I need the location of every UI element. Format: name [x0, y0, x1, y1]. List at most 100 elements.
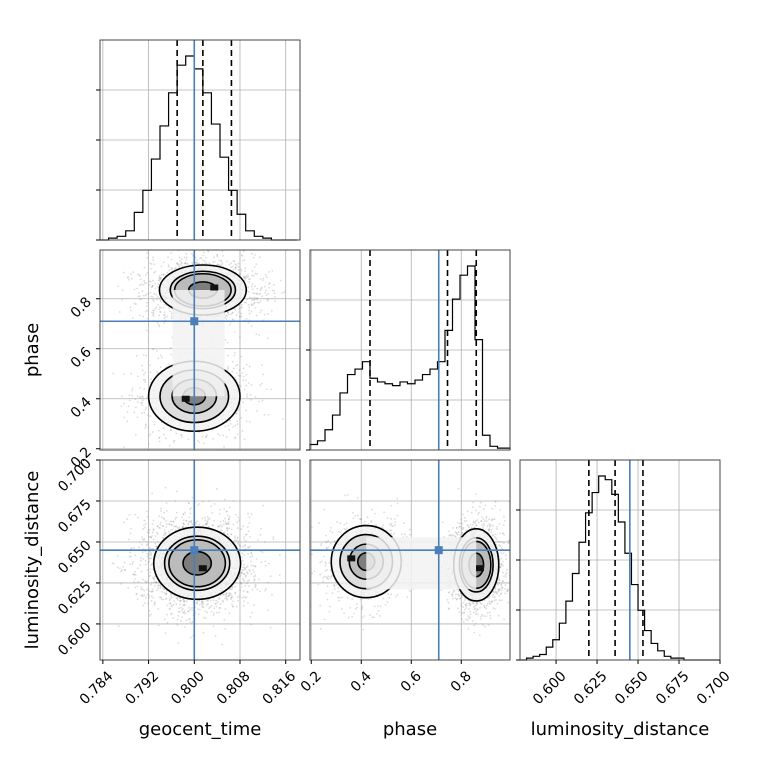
joint-phase-vs-geocent-time-sample-point [248, 365, 251, 368]
joint-phase-vs-geocent-time-sample-point [141, 364, 143, 367]
joint-luminosity-distance-vs-geocent-time-sample-point [160, 596, 162, 599]
joint-phase-vs-geocent-time-sample-point [143, 281, 146, 284]
joint-luminosity-distance-vs-geocent-time-sample-point [137, 516, 139, 519]
joint-luminosity-distance-vs-geocent-time-sample-point [221, 643, 224, 646]
joint-phase-vs-geocent-time-sample-point [244, 275, 247, 278]
joint-luminosity-distance-vs-geocent-time-sample-point [256, 539, 259, 541]
joint-luminosity-distance-vs-geocent-time-sample-point [150, 599, 153, 602]
joint-luminosity-distance-vs-geocent-time-sample-point [140, 594, 143, 597]
joint-phase-vs-geocent-time-sample-point [139, 298, 142, 301]
joint-phase-vs-geocent-time-sample-point [250, 398, 253, 401]
joint-luminosity-distance-vs-geocent-time-sample-point [155, 582, 158, 584]
joint-phase-vs-geocent-time-sample-point [254, 307, 257, 309]
joint-phase-vs-geocent-time-sample-point [130, 309, 132, 312]
joint-phase-vs-geocent-time-sample-point [138, 395, 141, 398]
joint-luminosity-distance-vs-geocent-time-sample-point [182, 513, 185, 516]
joint-luminosity-distance-vs-geocent-time-sample-point [159, 585, 162, 588]
joint-luminosity-distance-vs-geocent-time-sample-point [152, 577, 155, 580]
joint-luminosity-distance-vs-geocent-time-sample-point [219, 603, 222, 605]
joint-luminosity-distance-vs-geocent-time-sample-point [145, 581, 147, 584]
joint-phase-vs-geocent-time-sample-point [267, 292, 270, 295]
joint-luminosity-distance-vs-geocent-time-sample-point [182, 604, 185, 607]
joint-luminosity-distance-vs-geocent-time-sample-point [151, 576, 154, 579]
joint-luminosity-distance-vs-geocent-time-sample-point [224, 498, 226, 501]
joint-luminosity-distance-vs-geocent-time-sample-point [153, 575, 156, 578]
joint-luminosity-distance-vs-geocent-time-sample-point [157, 608, 160, 610]
joint-luminosity-distance-vs-geocent-time-sample-point [181, 526, 184, 529]
joint-phase-vs-geocent-time-sample-point [241, 372, 244, 374]
joint-luminosity-distance-vs-geocent-time-sample-point [244, 543, 247, 546]
joint-luminosity-distance-vs-geocent-time-sample-point [160, 510, 162, 512]
joint-phase-vs-geocent-time-sample-point [152, 299, 154, 301]
joint-luminosity-distance-vs-geocent-time-sample-point [161, 536, 164, 539]
joint-phase-vs-geocent-time-sample-point [140, 412, 143, 415]
joint-phase-vs-geocent-time-sample-point [133, 288, 136, 291]
joint-phase-vs-geocent-time-sample-point [234, 308, 237, 311]
joint-phase-vs-geocent-time-sample-point [199, 257, 201, 260]
joint-phase-vs-geocent-time-sample-point [227, 313, 230, 316]
joint-luminosity-distance-vs-geocent-time-sample-point [151, 535, 153, 537]
joint-phase-vs-geocent-time-sample-point [236, 420, 239, 423]
joint-phase-vs-geocent-time-sample-point [158, 325, 161, 328]
joint-luminosity-distance-vs-geocent-time-sample-point [246, 590, 249, 593]
joint-luminosity-distance-vs-geocent-time-sample-point [177, 610, 180, 613]
joint-phase-vs-geocent-time-sample-point [256, 409, 258, 412]
joint-phase-vs-geocent-time-sample-point [117, 285, 119, 288]
joint-phase-vs-geocent-time-sample-point [158, 297, 160, 300]
joint-luminosity-distance-vs-geocent-time-sample-point [203, 516, 206, 519]
joint-luminosity-distance-vs-geocent-time-sample-point [140, 570, 143, 573]
joint-phase-vs-geocent-time-sample-point [157, 429, 160, 432]
joint-luminosity-distance-vs-geocent-time-sample-point [153, 601, 156, 604]
joint-luminosity-distance-vs-geocent-time-sample-point [157, 584, 160, 587]
joint-phase-vs-geocent-time-sample-point [134, 433, 137, 436]
joint-luminosity-distance-vs-geocent-time-sample-point [237, 542, 239, 545]
joint-luminosity-distance-vs-geocent-time-sample-point [176, 623, 179, 626]
joint-luminosity-distance-vs-geocent-time-sample-point [168, 608, 171, 611]
joint-luminosity-distance-vs-geocent-time-sample-point [242, 573, 245, 575]
joint-phase-vs-geocent-time-sample-point [157, 324, 160, 326]
joint-luminosity-distance-vs-geocent-time-sample-point [259, 534, 262, 536]
joint-phase-vs-geocent-time-sample-point [159, 354, 162, 357]
joint-luminosity-distance-vs-geocent-time-sample-point [212, 599, 215, 602]
joint-luminosity-distance-vs-geocent-time-sample-point [171, 612, 174, 615]
joint-phase-vs-geocent-time-sample-point [175, 262, 178, 265]
joint-luminosity-distance-vs-geocent-time-sample-point [201, 600, 204, 603]
joint-luminosity-distance-vs-geocent-time-sample-point [180, 599, 183, 602]
joint-luminosity-distance-vs-geocent-time-sample-point [228, 535, 231, 538]
joint-luminosity-distance-vs-geocent-time-sample-point [241, 556, 244, 559]
joint-luminosity-distance-vs-geocent-time-sample-point [178, 607, 181, 610]
joint-luminosity-distance-vs-geocent-time-sample-point [247, 552, 249, 555]
joint-phase-vs-geocent-time-sample-point [158, 440, 161, 443]
joint-phase-vs-geocent-time-sample-point [232, 311, 234, 314]
joint-luminosity-distance-vs-geocent-time-sample-point [205, 522, 208, 525]
joint-phase-vs-geocent-time-sample-point [245, 409, 248, 412]
joint-luminosity-distance-vs-geocent-time-sample-point [234, 592, 236, 594]
joint-luminosity-distance-vs-geocent-time-sample-point [238, 543, 241, 546]
joint-luminosity-distance-vs-geocent-time-sample-point [168, 602, 171, 605]
joint-phase-vs-geocent-time-sample-point [160, 265, 163, 268]
joint-luminosity-distance-vs-geocent-time-sample-point [223, 531, 226, 534]
joint-luminosity-distance-vs-geocent-time-sample-point [239, 571, 242, 574]
joint-phase-vs-geocent-time-sample-point [245, 373, 248, 376]
joint-luminosity-distance-vs-geocent-time-sample-point [221, 599, 224, 602]
joint-luminosity-distance-vs-geocent-time-sample-point [140, 559, 142, 562]
joint-luminosity-distance-vs-geocent-time-sample-point [189, 617, 191, 620]
joint-luminosity-distance-vs-geocent-time-sample-point [229, 588, 232, 591]
joint-luminosity-distance-vs-geocent-time-sample-point [230, 528, 233, 531]
joint-phase-vs-geocent-time-sample-point [255, 272, 258, 275]
joint-luminosity-distance-vs-geocent-time-sample-point [219, 607, 222, 609]
joint-phase-vs-geocent-time-sample-point [227, 354, 229, 357]
joint-luminosity-distance-vs-geocent-time-sample-point [175, 516, 178, 519]
joint-luminosity-distance-vs-geocent-time-sample-point [183, 626, 186, 628]
joint-luminosity-distance-vs-geocent-time-sample-point [149, 535, 152, 538]
joint-phase-vs-geocent-time-sample-point [137, 295, 140, 298]
joint-phase-vs-geocent-time-sample-point [270, 309, 273, 312]
joint-luminosity-distance-vs-geocent-time-sample-point [136, 567, 139, 570]
joint-phase-vs-geocent-time-sample-point [251, 288, 254, 291]
joint-luminosity-distance-vs-geocent-time-sample-point [206, 599, 208, 602]
joint-luminosity-distance-vs-geocent-time-sample-point [269, 575, 272, 578]
joint-phase-vs-geocent-time-sample-point [235, 264, 238, 266]
joint-luminosity-distance-vs-geocent-time-sample-point [243, 566, 246, 569]
joint-phase-vs-geocent-time-sample-point [257, 400, 260, 403]
